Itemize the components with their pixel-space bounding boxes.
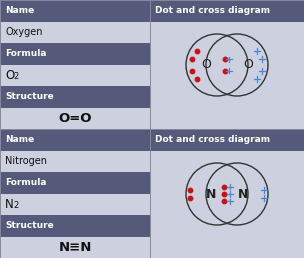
Bar xyxy=(0,0,150,21)
Text: Name: Name xyxy=(5,135,34,144)
Bar xyxy=(0,86,150,108)
Text: O=O: O=O xyxy=(58,112,92,125)
Bar xyxy=(0,172,150,194)
Bar xyxy=(0,215,150,237)
Text: Structure: Structure xyxy=(5,92,54,101)
Text: N: N xyxy=(206,188,216,200)
Text: 2: 2 xyxy=(13,72,18,81)
Bar xyxy=(150,129,304,258)
Circle shape xyxy=(186,34,248,96)
Text: Dot and cross diagram: Dot and cross diagram xyxy=(155,135,270,144)
Text: Nitrogen: Nitrogen xyxy=(5,156,47,166)
Text: Oxygen: Oxygen xyxy=(5,27,43,37)
Text: Formula: Formula xyxy=(5,49,47,58)
Bar xyxy=(0,43,150,64)
Bar xyxy=(150,0,304,21)
Text: O: O xyxy=(201,59,211,71)
Bar xyxy=(0,0,150,129)
Circle shape xyxy=(206,34,268,96)
Text: Dot and cross diagram: Dot and cross diagram xyxy=(155,6,270,15)
Text: Formula: Formula xyxy=(5,178,47,187)
Text: O: O xyxy=(5,69,14,82)
Bar xyxy=(150,0,304,129)
Text: Name: Name xyxy=(5,6,34,15)
Text: 2: 2 xyxy=(13,201,18,210)
Text: N: N xyxy=(238,188,248,200)
Text: N: N xyxy=(5,198,14,211)
Bar xyxy=(0,129,150,258)
Text: Structure: Structure xyxy=(5,221,54,230)
Bar xyxy=(150,129,304,150)
Text: N≡N: N≡N xyxy=(58,241,92,254)
Circle shape xyxy=(206,163,268,225)
Text: O: O xyxy=(243,59,253,71)
Circle shape xyxy=(186,163,248,225)
Bar xyxy=(0,129,150,150)
